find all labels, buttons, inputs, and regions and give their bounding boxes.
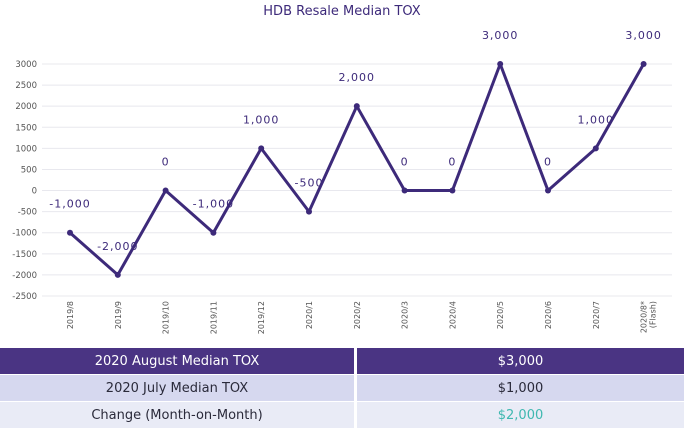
x-axis-ticks: 2019/8 2019/9 2019/10 2019/11 2019/12 2020/1 2…	[66, 301, 658, 334]
data-label: 2,000	[339, 71, 376, 84]
data-points	[67, 61, 647, 278]
x-tick-label: 2019/10	[162, 301, 171, 334]
summary-row-july: 2020 July Median TOX $1,000	[0, 374, 684, 402]
data-point	[497, 61, 504, 67]
x-tick-label: 2019/11	[209, 301, 218, 334]
summary-value: $1,000	[355, 374, 684, 402]
data-point	[210, 229, 217, 236]
data-label: 0	[162, 156, 170, 169]
x-tick-label: 2019/9	[114, 301, 123, 329]
y-tick-label: -2000	[12, 271, 37, 281]
x-tick-label: 2020/8*	[640, 301, 649, 333]
data-label: -1,000	[193, 198, 234, 211]
y-axis-ticks: 3000 2500 2000 1500 1000 500 0 -500 -1000 -1500 -2…	[12, 60, 37, 302]
x-tick-label: 2019/8	[66, 301, 75, 329]
data-point	[640, 61, 647, 67]
y-tick-label: 2000	[15, 102, 37, 112]
y-tick-label: -2500	[12, 292, 37, 302]
summary-value-change: $2,000	[355, 401, 684, 429]
summary-value: $3,000	[355, 348, 684, 375]
data-point	[306, 208, 312, 215]
data-labels: -1,000 -2,000 0 -1,000 1,000 -500 2,000 0 0 3,000…	[49, 29, 662, 253]
y-tick-label: -1500	[12, 250, 37, 260]
x-tick-label: 2020/7	[592, 301, 601, 329]
data-point	[592, 145, 599, 152]
data-label: -500	[295, 177, 324, 190]
x-tick-label: 2020/6	[544, 301, 553, 329]
data-label: -2,000	[97, 240, 138, 253]
summary-label: Change (Month-on-Month)	[0, 401, 357, 429]
chart-title: HDB Resale Median TOX	[263, 4, 421, 19]
data-point	[114, 271, 121, 278]
y-tick-label: -500	[18, 208, 37, 218]
data-point	[545, 187, 551, 194]
x-tick-label: 2019/12	[257, 301, 266, 334]
x-tick-label: 2020/1	[305, 301, 314, 329]
data-label: 1,000	[578, 113, 615, 126]
data-label: 1,000	[243, 113, 280, 126]
y-tick-label: 500	[21, 165, 37, 175]
gridlines	[42, 63, 672, 297]
data-label: 0	[401, 156, 409, 169]
summary-row-august: 2020 August Median TOX $3,000	[0, 348, 684, 375]
x-tick-label: 2020/3	[401, 301, 410, 329]
summary-row-change: Change (Month-on-Month) $2,000	[0, 401, 684, 429]
y-tick-label: -1000	[12, 229, 37, 239]
y-tick-label: 1500	[15, 123, 37, 133]
data-point	[162, 187, 169, 194]
data-label: 3,000	[482, 29, 519, 42]
data-point	[67, 229, 73, 236]
data-point	[258, 145, 265, 152]
x-tick-label: 2020/5	[496, 301, 505, 329]
y-tick-label: 0	[32, 187, 37, 197]
data-label: 0	[544, 156, 552, 169]
data-point	[401, 187, 408, 194]
data-point	[449, 187, 456, 194]
x-tick-note: (Flash)	[649, 301, 658, 328]
y-tick-label: 3000	[15, 60, 37, 70]
data-point	[353, 103, 360, 110]
x-tick-label: 2020/4	[448, 301, 457, 329]
line-chart: 3000 2500 2000 1500 1000 500 0 -500 -1000 -1500 -2…	[12, 29, 672, 334]
y-tick-label: 2500	[15, 81, 37, 91]
summary-table: 2020 August Median TOX $3,000 2020 July …	[0, 348, 684, 429]
data-label: 3,000	[625, 29, 662, 42]
summary-label: 2020 August Median TOX	[0, 348, 357, 375]
data-label: -1,000	[49, 198, 90, 211]
data-label: 0	[448, 156, 456, 169]
x-tick-label: 2020/2	[353, 301, 362, 329]
summary-label: 2020 July Median TOX	[0, 374, 357, 402]
y-tick-label: 1000	[15, 144, 37, 154]
